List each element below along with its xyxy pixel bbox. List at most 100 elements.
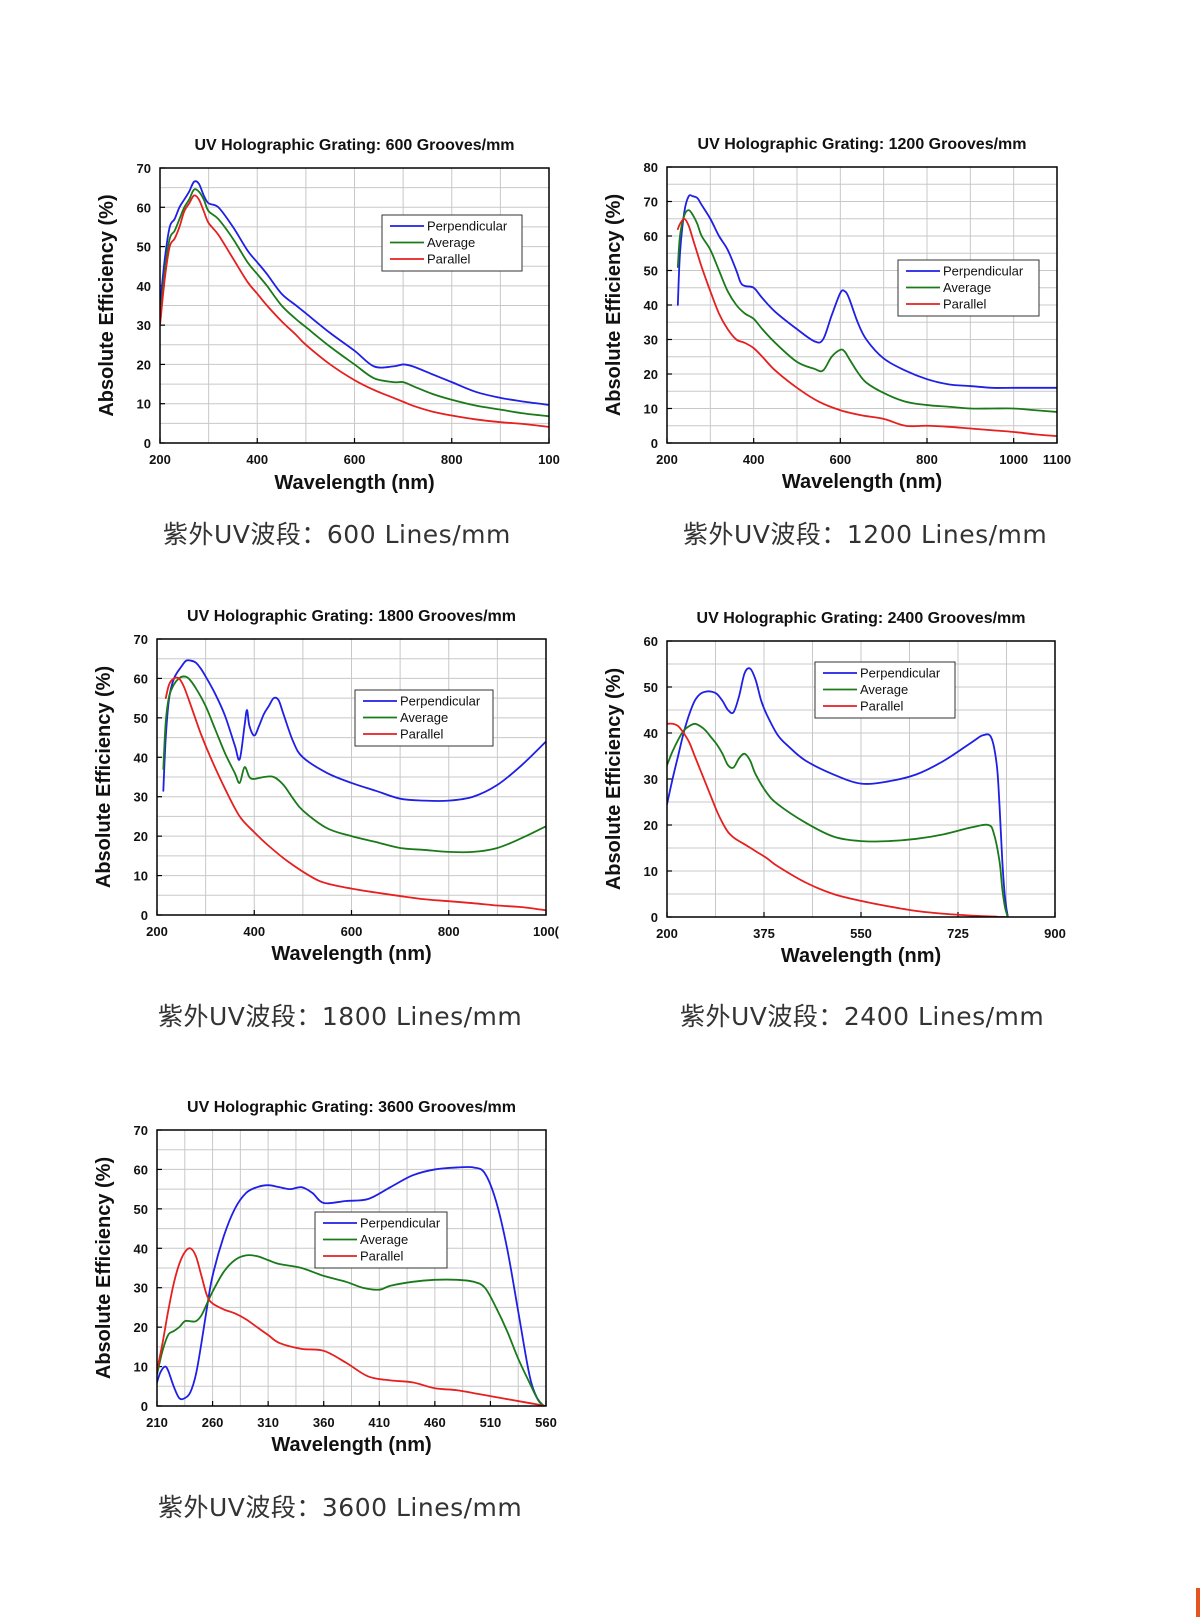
y-tick-label: 40 <box>644 726 658 741</box>
x-tick-label: 200 <box>149 452 171 467</box>
plot-frame <box>666 640 1056 918</box>
y-tick-label: 50 <box>644 264 658 279</box>
y-tick-label: 10 <box>134 1360 148 1375</box>
x-tick-label: 310 <box>257 1415 279 1430</box>
x-tick-label: 600 <box>341 924 363 939</box>
y-tick-label: 0 <box>651 910 658 925</box>
series-line-parallel <box>667 722 1007 917</box>
x-tick-label: 400 <box>243 924 265 939</box>
y-tick-label: 70 <box>134 1123 148 1138</box>
x-axis-label: Wavelength (nm) <box>782 471 942 493</box>
y-tick-label: 60 <box>134 671 148 686</box>
x-tick-label: 600 <box>829 452 851 467</box>
series-line-average <box>676 209 1057 413</box>
x-tick-label: 200 <box>656 452 678 467</box>
series-line-perpendicular <box>162 659 546 802</box>
y-tick-label: 10 <box>137 397 151 412</box>
caption-600: 紫外UV波段：600 Lines/mm <box>163 520 511 549</box>
y-axis-label: Absolute Efficiency (%) <box>93 1157 115 1379</box>
page-edge-accent <box>1196 1588 1200 1617</box>
series-group <box>162 659 546 912</box>
x-axis-label: Wavelength (nm) <box>271 1434 431 1456</box>
chart-title: UV Holographic Grating: 2400 Grooves/mm <box>697 610 1026 627</box>
y-tick-label: 50 <box>134 1202 148 1217</box>
legend-label-parallel: Parallel <box>400 727 443 742</box>
legend-label-average: Average <box>400 710 448 725</box>
y-tick-label: 70 <box>134 632 148 647</box>
x-tick-label: 725 <box>947 926 969 941</box>
y-axis-label: Absolute Efficiency (%) <box>96 194 118 416</box>
y-tick-label: 30 <box>134 1281 148 1296</box>
x-axis-label: Wavelength (nm) <box>781 945 941 967</box>
legend-label-average: Average <box>860 682 908 697</box>
y-tick-label: 10 <box>134 869 148 884</box>
x-tick-label: 1000 <box>999 452 1028 467</box>
y-tick-label: 60 <box>644 634 658 649</box>
y-tick-label: 0 <box>141 1399 148 1414</box>
y-tick-label: 30 <box>644 333 658 348</box>
chart-title: UV Holographic Grating: 600 Grooves/mm <box>194 137 514 154</box>
legend-label-perpendicular: Perpendicular <box>860 666 941 681</box>
x-tick-label: 800 <box>438 924 460 939</box>
x-tick-label: 460 <box>424 1415 446 1430</box>
legend-label-average: Average <box>943 280 991 295</box>
chart-title: UV Holographic Grating: 3600 Grooves/mm <box>187 1099 516 1116</box>
y-tick-label: 60 <box>137 200 151 215</box>
x-tick-label: 400 <box>743 452 765 467</box>
legend-label-perpendicular: Perpendicular <box>400 694 481 709</box>
y-tick-label: 50 <box>134 711 148 726</box>
series-group <box>160 180 549 428</box>
legend-label-parallel: Parallel <box>427 252 470 267</box>
series-line-average <box>157 1254 546 1406</box>
chart-3600-grooves: UV Holographic Grating: 3600 Grooves/mm 2… <box>93 1099 557 1456</box>
x-tick-label: 100( <box>533 924 560 939</box>
y-tick-label: 70 <box>644 195 658 210</box>
series-line-perpendicular <box>157 1166 546 1406</box>
chart-1200-grooves: UV Holographic Grating: 1200 Grooves/mm 2… <box>603 136 1071 493</box>
y-tick-label: 30 <box>134 790 148 805</box>
y-axis-label: Absolute Efficiency (%) <box>603 194 625 416</box>
y-tick-label: 0 <box>651 436 658 451</box>
legend-label-average: Average <box>360 1232 408 1247</box>
series-line-average <box>160 188 549 418</box>
x-tick-label: 400 <box>246 452 268 467</box>
y-tick-label: 20 <box>644 367 658 382</box>
plot-frame <box>159 167 550 444</box>
y-tick-label: 70 <box>137 161 151 176</box>
y-tick-label: 10 <box>644 402 658 417</box>
x-tick-label: 260 <box>202 1415 224 1430</box>
y-tick-label: 10 <box>644 864 658 879</box>
y-axis-label: Absolute Efficiency (%) <box>603 668 625 890</box>
y-tick-label: 20 <box>137 357 151 372</box>
y-tick-label: 20 <box>644 818 658 833</box>
x-tick-label: 410 <box>368 1415 390 1430</box>
x-tick-label: 800 <box>916 452 938 467</box>
x-tick-label: 200 <box>656 926 678 941</box>
x-axis-label: Wavelength (nm) <box>271 943 431 965</box>
y-tick-label: 40 <box>134 1241 148 1256</box>
x-axis-label: Wavelength (nm) <box>274 472 434 494</box>
x-tick-label: 100 <box>538 452 560 467</box>
chart-1800-grooves: UV Holographic Grating: 1800 Grooves/mm 2… <box>93 608 560 965</box>
y-tick-label: 20 <box>134 829 148 844</box>
y-tick-label: 30 <box>137 318 151 333</box>
caption-2400: 紫外UV波段：2400 Lines/mm <box>680 1002 1045 1031</box>
series-group <box>667 667 1009 917</box>
series-line-parallel <box>160 194 549 428</box>
y-axis-label: Absolute Efficiency (%) <box>93 666 115 888</box>
x-tick-label: 375 <box>753 926 775 941</box>
series-line-parallel <box>157 1247 546 1406</box>
x-tick-label: 1100 <box>1043 452 1071 467</box>
plot-frame <box>666 166 1058 444</box>
x-tick-label: 900 <box>1044 926 1066 941</box>
caption-1200: 紫外UV波段：1200 Lines/mm <box>683 520 1048 549</box>
x-tick-label: 360 <box>313 1415 335 1430</box>
x-tick-label: 800 <box>441 452 463 467</box>
y-tick-label: 20 <box>134 1320 148 1335</box>
y-tick-label: 50 <box>644 680 658 695</box>
legend-label-average: Average <box>427 235 475 250</box>
y-tick-label: 40 <box>644 298 658 313</box>
caption-3600: 紫外UV波段：3600 Lines/mm <box>158 1493 523 1522</box>
plot-frame <box>156 638 547 916</box>
y-tick-label: 30 <box>644 772 658 787</box>
